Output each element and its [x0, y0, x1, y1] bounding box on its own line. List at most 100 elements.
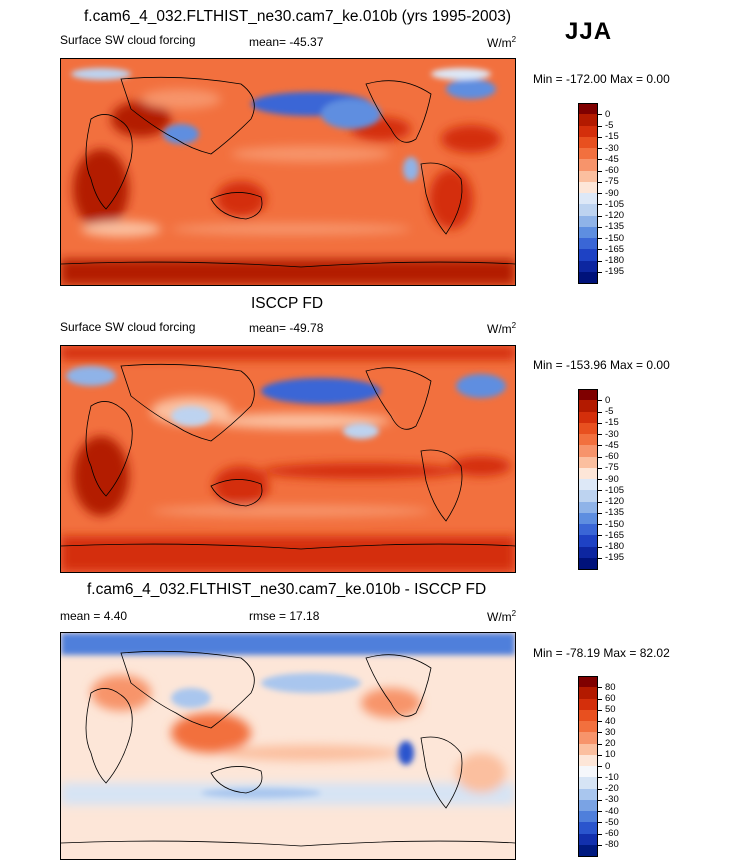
colorbar-tick: [598, 788, 602, 790]
colorbar-cell: [578, 389, 598, 401]
colorbar-tick: [598, 400, 602, 402]
colorbar-tick: [598, 535, 602, 537]
colorbar-cell: [578, 788, 598, 801]
colorbar-tick: [598, 204, 602, 206]
colorbar-cell: [578, 512, 598, 525]
colorbar-cell: [578, 422, 598, 435]
colorbar-tick-label: -15: [605, 417, 619, 429]
panel1-units: W/m2: [487, 35, 517, 50]
colorbar-tick: [598, 557, 602, 559]
colorbar-tick-label: 0: [605, 760, 611, 772]
colorbar-cell: [578, 148, 598, 160]
colorbar-tick: [598, 721, 602, 722]
colorbar-tick-label: -135: [605, 507, 625, 519]
colorbar-tick: [598, 456, 602, 458]
colorbar-tick: [598, 490, 602, 492]
panel3-minmax: Min = -78.19 Max = 82.02: [533, 646, 670, 660]
colorbar-tick: [598, 434, 602, 435]
colorbar-tick: [598, 512, 602, 514]
colorbar-tick: [598, 114, 602, 116]
colorbar-tick-label: -165: [605, 243, 625, 255]
colorbar-cell: [578, 125, 598, 138]
panel2-mean-label: mean= -49.78: [249, 321, 324, 335]
colorbar-tick-label: -105: [605, 484, 625, 496]
colorbar-cell: [578, 434, 598, 446]
colorbar-tick-label: 60: [605, 693, 616, 704]
colorbar-tick: [598, 501, 602, 503]
colorbar-tick: [598, 249, 602, 251]
colorbar-tick-label: -80: [605, 839, 619, 851]
colorbar-cell: [578, 766, 598, 778]
panel2-minmax: Min = -153.96 Max = 0.00: [533, 358, 670, 372]
colorbar-tick-label: 50: [605, 704, 616, 716]
colorbar-tick-label: -5: [605, 120, 614, 131]
colorbar-tick-label: 0: [605, 394, 611, 406]
colorbar-tick-label: -10: [605, 771, 619, 783]
colorbar-tick: [598, 777, 602, 779]
colorbar-tick: [598, 271, 602, 273]
colorbar-cell: [578, 844, 598, 857]
colorbar-tick: [598, 148, 602, 149]
colorbar-cell: [578, 743, 598, 756]
colorbar-tick-label: -195: [605, 266, 625, 278]
colorbar-tick: [598, 709, 602, 711]
colorbar-tick-label: 30: [605, 726, 616, 738]
colorbar-cell: [578, 159, 598, 171]
panel3-rmse-label: rmse = 17.18: [249, 609, 320, 623]
colorbar-cell: [578, 193, 598, 205]
colorbar-tick: [598, 170, 602, 172]
panel2-map: [60, 345, 516, 573]
panel1-colorbar: 0 -5 -15 -30 -45 -60 -75 -90 -105 -120 -135 -150 -16…: [578, 103, 638, 284]
panel2-units: W/m2: [487, 321, 517, 336]
colorbar-cell: [578, 687, 598, 699]
colorbar-tick-label: -60: [605, 165, 619, 176]
colorbar-cell: [578, 833, 598, 846]
panel1-mean-label: mean= -45.37: [249, 35, 324, 49]
colorbar-tick: [598, 811, 602, 812]
colorbar-tick-label: -60: [605, 828, 619, 839]
colorbar-tick-label: -45: [605, 439, 619, 451]
colorbar-tick: [598, 445, 602, 447]
colorbar-tick-label: -105: [605, 198, 625, 210]
colorbar-tick-label: -75: [605, 462, 619, 474]
colorbar-tick-label: -40: [605, 805, 619, 817]
colorbar-tick-label: -45: [605, 153, 619, 165]
colorbar-tick: [598, 799, 602, 801]
colorbar-cell: [578, 557, 598, 570]
colorbar-tick: [598, 467, 602, 469]
colorbar-tick-label: -5: [605, 406, 614, 417]
colorbar-tick-label: -150: [605, 518, 625, 530]
colorbar-tick-label: 80: [605, 681, 616, 693]
colorbar-tick-label: -165: [605, 529, 625, 541]
colorbar-tick-label: -120: [605, 496, 625, 507]
colorbar-tick: [598, 411, 602, 413]
colorbar-tick: [598, 159, 602, 161]
colorbar-cell: [578, 445, 598, 457]
colorbar-tick-label: -30: [605, 794, 619, 806]
colorbar-tick-label: 0: [605, 108, 611, 120]
colorbar-tick: [598, 732, 602, 734]
colorbar-cell: [578, 204, 598, 216]
colorbar-tick: [598, 524, 602, 525]
colorbar-tick: [598, 833, 602, 835]
panel3-units: W/m2: [487, 609, 517, 624]
colorbar-cell: [578, 467, 598, 480]
colorbar-tick-label: 20: [605, 738, 616, 749]
colorbar-tick-label: -60: [605, 451, 619, 462]
colorbar-cell: [578, 709, 598, 722]
colorbar-tick: [598, 844, 602, 846]
colorbar-tick-label: -50: [605, 816, 619, 828]
colorbar-cell: [578, 822, 598, 834]
colorbar-tick: [598, 754, 602, 756]
season-label: JJA: [565, 18, 613, 45]
panel2-left-label: Surface SW cloud forcing: [60, 320, 196, 334]
colorbar-tick-label: -180: [605, 255, 625, 266]
colorbar-cell: [578, 676, 598, 688]
panel3-map: [60, 632, 516, 860]
colorbar-cell: [578, 456, 598, 469]
colorbar-tick-label: -135: [605, 221, 625, 233]
colorbar-cell: [578, 501, 598, 514]
panel3-colorbar: 80 60 50 40 30 20 10 0 -10 -20 -30 -40 -50 -60 -80: [578, 676, 638, 857]
colorbar-tick: [598, 687, 602, 689]
panel2-title: ISCCP FD: [251, 295, 324, 312]
